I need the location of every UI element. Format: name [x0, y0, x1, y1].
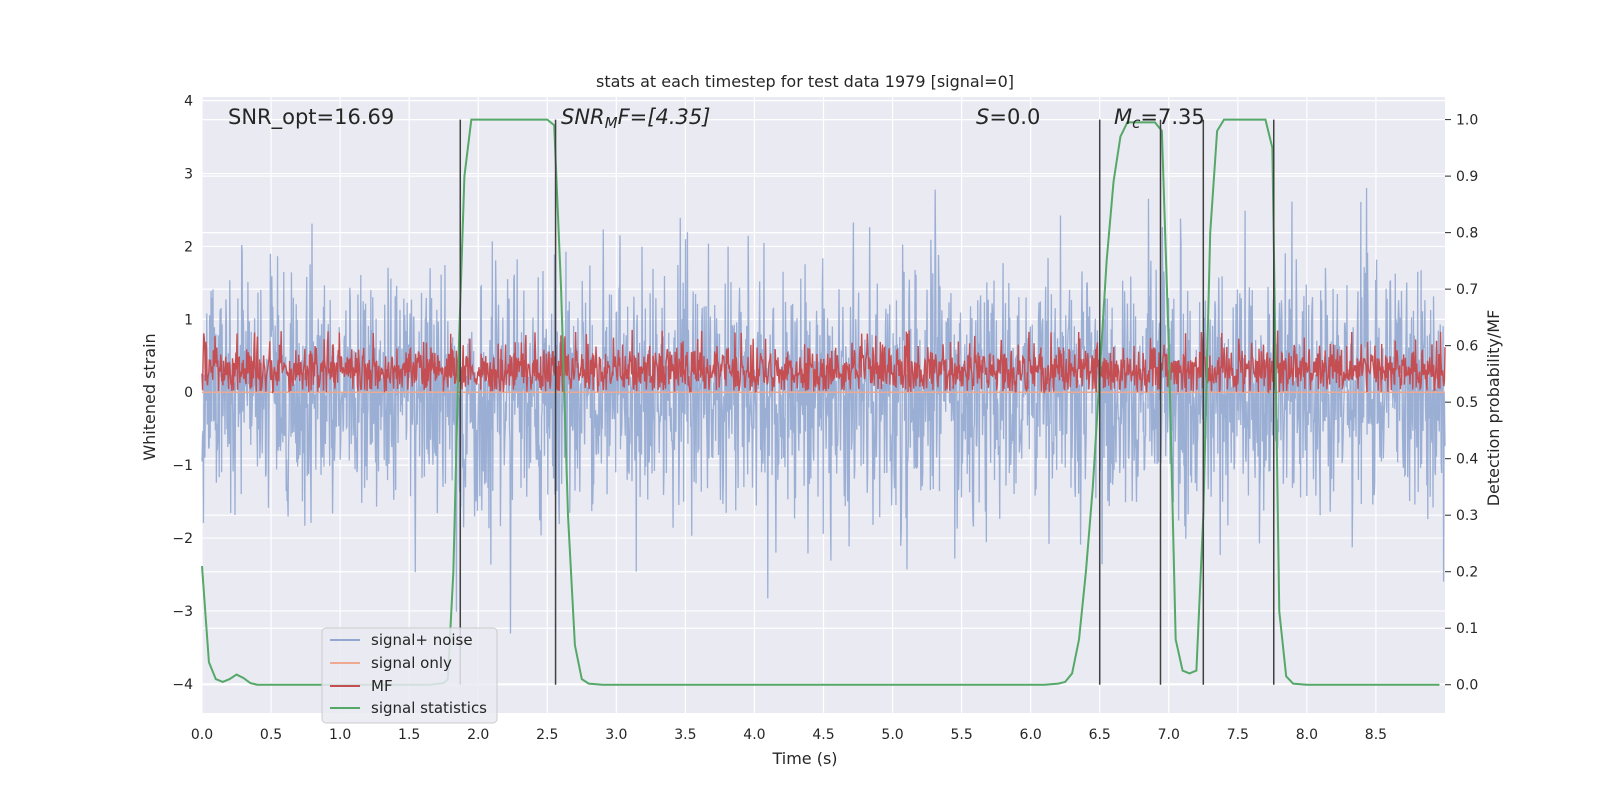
y-right-tick-label: 0.0 — [1456, 678, 1478, 694]
legend-label-mf: MF — [371, 677, 393, 695]
x-tick-label: 5.5 — [950, 727, 972, 743]
x-tick-label: 4.5 — [812, 727, 834, 743]
y-left-tick-label: −2 — [172, 531, 193, 547]
x-tick-label: 7.0 — [1158, 727, 1180, 743]
y-left-tick-label: −3 — [172, 604, 193, 620]
y-right-tick-label: 1.0 — [1456, 113, 1478, 129]
y-left-tick-label: 1 — [184, 312, 193, 328]
x-tick-label: 1.0 — [329, 727, 351, 743]
x-tick-label: 6.5 — [1089, 727, 1111, 743]
legend-label-signal-statistics: signal statistics — [371, 699, 487, 717]
mf-series — [201, 329, 1446, 394]
y-axis-left-ticks: −4 −3 −2 −1 0 1 2 3 4 — [172, 94, 193, 693]
y-left-tick-label: 3 — [184, 167, 193, 183]
x-tick-label: 4.0 — [743, 727, 765, 743]
annotation-snr-opt: SNR_opt=16.69 — [228, 105, 394, 130]
legend: signal+ noise signal only MF signal stat… — [321, 627, 498, 724]
x-tick-label: 5.0 — [881, 727, 903, 743]
y-right-tick-label: 0.7 — [1456, 282, 1478, 298]
mf-line — [201, 329, 1446, 394]
y-right-tick-label: 0.2 — [1456, 565, 1478, 581]
legend-box — [321, 627, 498, 724]
annotation-s: S=0.0 — [976, 105, 1040, 129]
y-left-tick-label: 0 — [184, 385, 193, 401]
x-tick-label: 2.5 — [536, 727, 558, 743]
annotation-mc: Mc=7.35 — [1114, 105, 1205, 132]
y-right-tick-label: 0.6 — [1456, 339, 1478, 355]
y-right-tick-label: 0.5 — [1456, 395, 1478, 411]
y-left-tick-label: −4 — [172, 677, 193, 693]
x-axis-ticks: 0.0 0.5 1.0 1.5 2.0 2.5 3.0 3.5 4.0 4.5 5.0 5.5 6.0 6… — [191, 727, 1387, 743]
x-tick-label: 1.5 — [398, 727, 420, 743]
chart-title: stats at each timestep for test data 197… — [596, 72, 1014, 91]
annotation-snr-mf: SNRMF=[4.35] — [561, 105, 710, 132]
x-tick-label: 2.0 — [467, 727, 489, 743]
x-tick-label: 7.5 — [1227, 727, 1249, 743]
x-tick-label: 6.0 — [1020, 727, 1042, 743]
x-tick-label: 8.0 — [1296, 727, 1318, 743]
y-left-tick-label: −1 — [172, 458, 193, 474]
x-tick-label: 0.0 — [191, 727, 213, 743]
signal-plus-noise-line — [201, 187, 1446, 634]
event-markers — [459, 119, 1275, 685]
legend-label-signal-plus-noise: signal+ noise — [371, 631, 473, 649]
y-right-tick-label: 0.9 — [1456, 169, 1478, 185]
y-right-tick-label: 0.8 — [1456, 226, 1478, 242]
y-axis-right-ticks: 0.0 0.1 0.2 0.3 0.4 0.5 0.6 0.7 0.8 0.9 1.0 — [1445, 113, 1478, 694]
y-axis-right-label: Detection probability/MF — [1484, 310, 1503, 507]
x-tick-label: 0.5 — [260, 727, 282, 743]
x-tick-label: 8.5 — [1365, 727, 1387, 743]
x-tick-label: 3.0 — [605, 727, 627, 743]
y-right-tick-label: 0.1 — [1456, 621, 1478, 637]
y-left-tick-label: 4 — [184, 94, 193, 110]
signal-plus-noise-series — [201, 187, 1446, 634]
y-left-tick-label: 2 — [184, 239, 193, 255]
legend-label-signal-only: signal only — [371, 654, 452, 672]
x-axis-label: Time (s) — [771, 749, 837, 768]
x-tick-label: 3.5 — [674, 727, 696, 743]
y-right-tick-label: 0.4 — [1456, 452, 1478, 468]
y-axis-left-label: Whitened strain — [140, 333, 159, 460]
y-right-tick-label: 0.3 — [1456, 508, 1478, 524]
